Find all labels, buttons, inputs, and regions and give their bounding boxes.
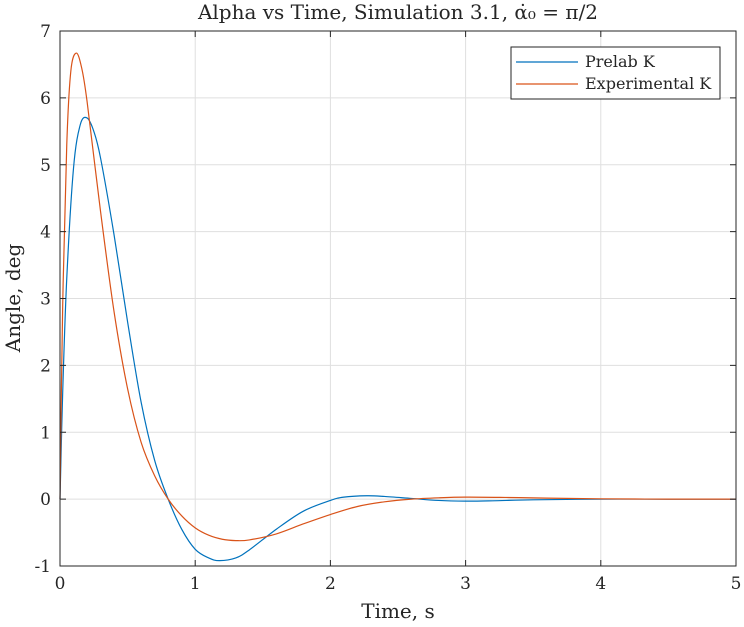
y-tick-label: 7 [40, 22, 51, 42]
y-tick-label: 5 [40, 156, 51, 176]
y-axis-label: Angle, deg [1, 244, 25, 354]
legend: Prelab K Experimental K [510, 46, 721, 100]
y-tick-label: 0 [40, 490, 51, 510]
series-line-prelab-k [59, 116, 736, 562]
series-line-experimental-k [59, 52, 737, 542]
y-tick-label: 6 [40, 89, 51, 109]
chart-title: Alpha vs Time, Simulation 3.1, α̇₀ = π/2 [197, 0, 598, 24]
x-axis-label: Time, s [361, 599, 435, 623]
axes-box [59, 30, 737, 567]
legend-box [510, 46, 721, 100]
y-tick-label: 3 [40, 290, 51, 310]
y-tick-label: 4 [40, 223, 51, 243]
plot-area [59, 52, 737, 562]
x-tick-label: 0 [55, 574, 66, 594]
x-tick-label: 4 [595, 574, 606, 594]
x-tick-label: 2 [325, 574, 336, 594]
grid-lines [59, 30, 737, 567]
y-tick-label: -1 [34, 557, 51, 577]
legend-label-experimental-k: Experimental K [585, 74, 712, 93]
x-tick-label: 5 [731, 574, 742, 594]
x-tick-label: 3 [460, 574, 471, 594]
legend-label-prelab-k: Prelab K [585, 52, 656, 71]
axes [59, 30, 737, 567]
y-tick-label: 1 [40, 423, 51, 443]
x-tick-label: 1 [190, 574, 201, 594]
y-tick-label: 2 [40, 356, 51, 376]
